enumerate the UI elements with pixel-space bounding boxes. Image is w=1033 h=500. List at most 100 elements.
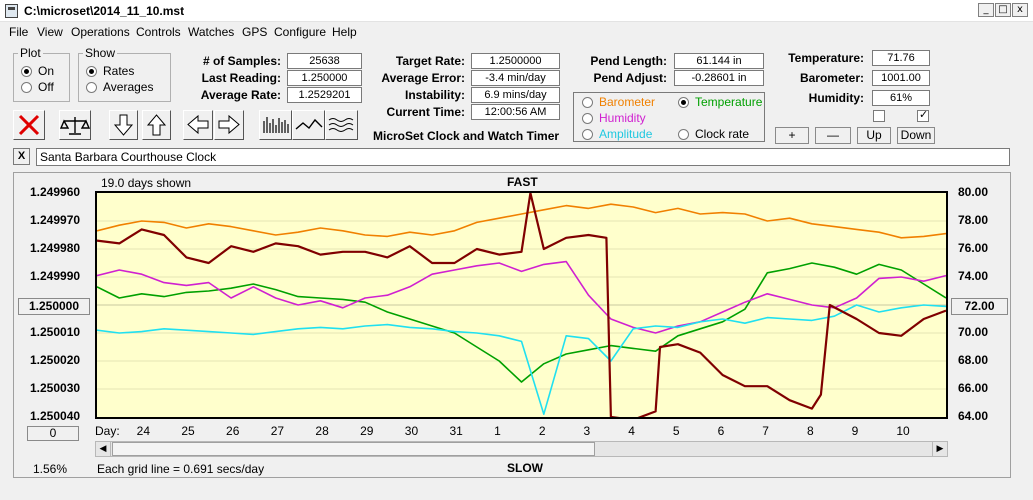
series-humidity-radio[interactable] (582, 113, 593, 124)
series-line-humidity (97, 260, 946, 334)
watch-name-field[interactable]: Santa Barbara Courthouse Clock (36, 148, 1010, 166)
day-tick: 25 (181, 424, 195, 438)
wave-lines-icon (328, 118, 354, 132)
right-axis-tick: 64.00 (958, 409, 989, 423)
line-graph-button[interactable] (292, 110, 325, 140)
menu-watches[interactable]: Watches (188, 25, 235, 39)
average-error-field: -3.4 min/day (471, 70, 560, 86)
day-tick: 8 (806, 424, 814, 438)
right-axis-tick: 68.00 (958, 353, 989, 367)
last-reading-field: 1.250000 (287, 70, 362, 86)
day-tick: 1 (494, 424, 501, 438)
option-checkbox-1[interactable] (873, 110, 885, 122)
right-axis-tick: 80.00 (958, 185, 989, 199)
average-rate-label: Average Rate: (200, 88, 281, 102)
cancel-x-button[interactable] (13, 110, 45, 140)
arrow-up-icon (146, 114, 167, 136)
option-checkbox-2[interactable] (917, 108, 929, 122)
current-time-label: Current Time: (386, 105, 465, 119)
horizontal-scrollbar[interactable]: ◀ ▶ (95, 441, 948, 457)
show-rates-label: Rates (103, 64, 135, 78)
average-rate-field: 1.2529201 (287, 87, 362, 103)
show-group: Show (78, 46, 171, 102)
series-amplitude-radio[interactable] (582, 129, 593, 140)
menu-configure[interactable]: Configure (274, 25, 327, 39)
center-value-button[interactable]: 1.250000 (18, 298, 90, 315)
humidity-field: 61% (872, 90, 930, 106)
menu-operations[interactable]: Operations (71, 25, 130, 39)
day-axis-label: Day: (95, 424, 120, 438)
clear-watch-button[interactable]: X (13, 148, 30, 165)
series-clock-rate-label: Clock rate (695, 127, 750, 141)
left-arrow-button[interactable] (183, 110, 213, 140)
series-clock-rate-radio[interactable] (678, 129, 689, 140)
arrow-left-icon (187, 114, 209, 135)
menu-gps[interactable]: GPS (242, 25, 268, 39)
plot-off-label: Off (38, 80, 54, 94)
up-button[interactable]: Up (857, 127, 891, 144)
instability-label: Instability: (404, 88, 465, 102)
plot-on-label: On (38, 64, 55, 78)
maximize-button[interactable]: □ (995, 3, 1011, 17)
minimize-button[interactable]: _ (978, 3, 994, 17)
center-right-button[interactable]: 72.00 (951, 298, 1008, 315)
plot-off-radio[interactable] (21, 82, 32, 93)
arrow-right-icon (218, 114, 240, 135)
bar-graph-button[interactable] (259, 110, 292, 140)
series-line-clock-rate (97, 193, 946, 417)
down-button[interactable]: Down (897, 127, 935, 144)
fast-label: FAST (507, 175, 538, 189)
right-axis-tick: 78.00 (958, 213, 989, 227)
left-axis-tick: 1.250030 (30, 381, 81, 395)
wave-graph-button[interactable] (325, 110, 358, 140)
right-arrow-button[interactable] (214, 110, 244, 140)
pend-adjust-label: Pend Adjust: (593, 71, 667, 85)
right-axis-tick: 66.00 (958, 381, 989, 395)
left-axis-tick: 1.249980 (30, 241, 81, 255)
series-select-box (573, 92, 765, 142)
series-barometer-radio[interactable] (582, 97, 593, 108)
plot-group: Plot (13, 46, 70, 102)
left-axis-tick: 1.249990 (30, 269, 81, 283)
down-arrow-button[interactable] (109, 110, 138, 140)
menu-controls[interactable]: Controls (136, 25, 181, 39)
day-tick: 2 (538, 424, 546, 438)
scroll-left-icon[interactable]: ◀ (96, 442, 111, 456)
day-tick: 4 (628, 424, 635, 438)
menu-help[interactable]: Help (332, 25, 357, 39)
plus-button[interactable]: + (775, 127, 809, 144)
series-humidity-label: Humidity (599, 111, 646, 125)
plot-on-radio[interactable] (21, 66, 32, 77)
series-temperature-radio[interactable] (678, 97, 689, 108)
balance-button[interactable] (59, 110, 91, 140)
app-name-label: MicroSet Clock and Watch Timer (373, 129, 560, 143)
pend-adjust-field[interactable]: -0.28601 in (674, 70, 764, 86)
show-averages-radio[interactable] (86, 82, 97, 93)
scroll-right-icon[interactable]: ▶ (932, 442, 947, 456)
target-rate-label: Target Rate: (395, 54, 465, 68)
show-group-legend: Show (85, 46, 116, 60)
pend-length-field[interactable]: 61.144 in (674, 53, 764, 69)
temperature-label: Temperature: (788, 51, 864, 65)
plot-area (95, 191, 948, 419)
close-button[interactable]: x (1012, 3, 1028, 17)
show-rates-radio[interactable] (86, 66, 97, 77)
day-tick: 26 (226, 424, 240, 438)
offset-button[interactable]: 0 (27, 426, 79, 441)
day-tick: 28 (315, 424, 329, 438)
menu-view[interactable]: View (37, 25, 63, 39)
up-arrow-button[interactable] (142, 110, 171, 140)
show-averages-label: Averages (103, 80, 154, 94)
barometer-label: Barometer: (799, 71, 864, 85)
scroll-thumb[interactable] (112, 442, 595, 456)
series-line-temperature (97, 262, 946, 383)
balance-scale-icon (60, 117, 90, 135)
day-tick: 6 (717, 424, 725, 438)
target-rate-field[interactable]: 1.2500000 (471, 53, 560, 69)
day-tick: 31 (449, 424, 463, 438)
left-axis-tick: 1.249960 (30, 185, 81, 199)
series-barometer-label: Barometer (599, 95, 656, 109)
menu-file[interactable]: File (9, 25, 29, 39)
minus-button[interactable]: — (815, 127, 851, 144)
app-icon (5, 4, 18, 18)
